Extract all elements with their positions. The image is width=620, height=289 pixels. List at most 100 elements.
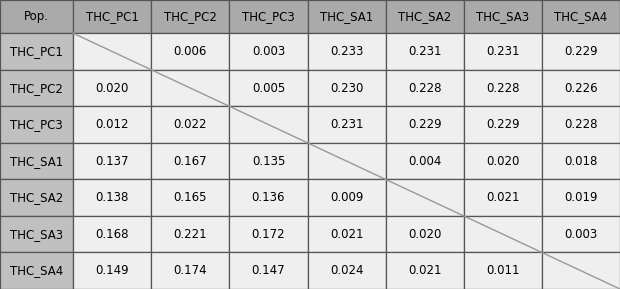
Bar [464,70,542,106]
Bar [229,33,308,70]
Bar [308,0,386,33]
Bar [0,70,73,106]
Text: 0.167: 0.167 [174,155,207,168]
Bar [151,216,229,253]
Bar [464,33,542,70]
Text: THC_PC3: THC_PC3 [242,10,295,23]
Text: 0.172: 0.172 [252,228,285,241]
Text: 0.229: 0.229 [564,45,598,58]
Text: THC_SA2: THC_SA2 [10,191,63,204]
Text: 0.003: 0.003 [252,45,285,58]
Bar [308,143,386,179]
Bar [308,253,386,289]
Text: 0.021: 0.021 [408,264,441,277]
Text: 0.019: 0.019 [564,191,598,204]
Bar [542,143,620,179]
Bar [386,143,464,179]
Text: THC_PC2: THC_PC2 [164,10,217,23]
Bar [386,179,464,216]
Text: 0.009: 0.009 [330,191,363,204]
Bar [386,106,464,143]
Text: THC_SA2: THC_SA2 [398,10,451,23]
Text: 0.021: 0.021 [330,228,363,241]
Text: 0.221: 0.221 [174,228,207,241]
Text: THC_SA1: THC_SA1 [10,155,63,168]
Bar [308,33,386,70]
Bar [73,143,151,179]
Text: 0.228: 0.228 [408,81,441,95]
Text: 0.012: 0.012 [95,118,129,131]
Text: 0.020: 0.020 [95,81,129,95]
Text: 0.024: 0.024 [330,264,363,277]
Bar [542,33,620,70]
Bar [229,179,308,216]
Text: THC_SA3: THC_SA3 [476,10,529,23]
Text: 0.230: 0.230 [330,81,363,95]
Text: 0.229: 0.229 [486,118,520,131]
Text: 0.231: 0.231 [408,45,441,58]
Text: 0.135: 0.135 [252,155,285,168]
Bar [386,216,464,253]
Bar [386,0,464,33]
Bar [542,70,620,106]
Text: Pop.: Pop. [24,10,49,23]
Bar [151,33,229,70]
Bar [0,253,73,289]
Bar [0,33,73,70]
Bar [386,33,464,70]
Bar [464,179,542,216]
Text: 0.231: 0.231 [486,45,520,58]
Bar [308,70,386,106]
Bar [0,143,73,179]
Text: 0.165: 0.165 [174,191,207,204]
Bar [0,216,73,253]
Bar [151,143,229,179]
Text: 0.005: 0.005 [252,81,285,95]
Bar [464,0,542,33]
Text: 0.229: 0.229 [408,118,441,131]
Text: 0.011: 0.011 [486,264,520,277]
Bar [151,70,229,106]
Text: 0.004: 0.004 [408,155,441,168]
Bar [542,216,620,253]
Bar [464,143,542,179]
Bar [151,0,229,33]
Text: 0.233: 0.233 [330,45,363,58]
Bar [151,179,229,216]
Bar [464,106,542,143]
Text: THC_PC1: THC_PC1 [10,45,63,58]
Bar [386,253,464,289]
Text: 0.018: 0.018 [564,155,598,168]
Bar [542,0,620,33]
Text: 0.228: 0.228 [564,118,598,131]
Text: 0.136: 0.136 [252,191,285,204]
Bar [0,106,73,143]
Bar [151,253,229,289]
Bar [229,70,308,106]
Text: 0.226: 0.226 [564,81,598,95]
Text: 0.020: 0.020 [486,155,520,168]
Text: 0.003: 0.003 [564,228,598,241]
Bar [229,253,308,289]
Bar [151,106,229,143]
Text: 0.174: 0.174 [174,264,207,277]
Text: 0.149: 0.149 [95,264,129,277]
Bar [542,106,620,143]
Text: 0.138: 0.138 [95,191,129,204]
Text: THC_PC1: THC_PC1 [86,10,139,23]
Text: THC_SA1: THC_SA1 [320,10,373,23]
Bar [73,106,151,143]
Bar [73,253,151,289]
Bar [542,179,620,216]
Text: THC_SA4: THC_SA4 [554,10,608,23]
Bar [464,216,542,253]
Bar [542,253,620,289]
Bar [0,0,73,33]
Bar [229,0,308,33]
Text: THC_SA4: THC_SA4 [10,264,63,277]
Text: 0.020: 0.020 [408,228,441,241]
Text: 0.228: 0.228 [486,81,520,95]
Text: 0.168: 0.168 [95,228,129,241]
Bar [73,179,151,216]
Bar [0,179,73,216]
